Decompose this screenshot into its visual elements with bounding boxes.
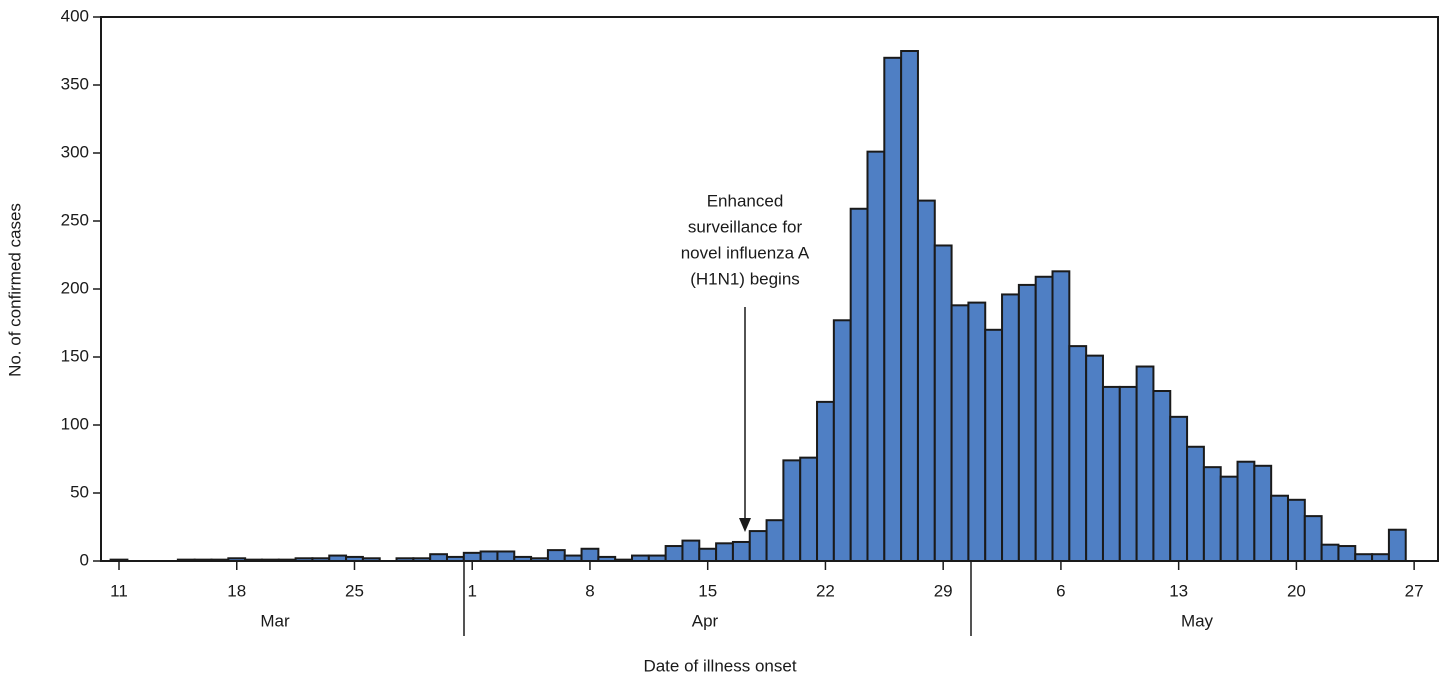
bar [900,50,919,562]
month-label: May [1181,611,1214,630]
y-tick-label: 350 [61,74,89,93]
annotation-arrowhead [739,518,751,532]
x-tick-label: 22 [816,581,835,600]
bar [664,545,684,562]
bar [1135,365,1155,562]
bar [462,551,482,563]
bar [782,459,802,562]
bar [1118,385,1138,563]
bar [580,547,600,563]
bar [1270,494,1289,562]
bar [1001,293,1020,562]
bar [799,456,819,563]
x-axis-title: Date of illness onset [643,656,796,675]
x-tick-label: 6 [1056,581,1065,600]
bar [1286,498,1306,562]
bar [1219,475,1239,562]
bar [1068,345,1088,562]
x-tick-label: 11 [110,581,128,600]
bar [1236,460,1256,562]
bar [1253,464,1273,562]
bar [1202,466,1222,562]
bar [1320,543,1340,562]
x-tick-label: 15 [698,581,717,600]
bar [479,550,499,562]
bar [933,244,953,562]
bar [1034,275,1054,562]
bar [849,207,869,562]
bar [967,301,987,562]
bar [546,549,566,562]
bar [496,550,516,562]
bar [916,199,936,562]
annotation-line: (H1N1) begins [690,269,800,288]
annotation-line: surveillance for [688,217,803,236]
x-tick-label: 27 [1405,581,1424,600]
y-tick-label: 100 [61,414,89,433]
annotation-line: Enhanced [707,191,784,210]
plot-frame [100,16,1439,562]
x-tick-label: 25 [345,581,364,600]
bar [1101,385,1121,563]
bar [681,539,701,562]
bar [816,400,835,562]
x-tick-label: 1 [467,581,476,600]
annotation-line: novel influenza A [681,243,810,262]
bar [1371,553,1390,563]
bar [698,547,718,563]
bar [866,150,886,562]
x-tick-label: 18 [227,581,246,600]
bar [1303,515,1323,562]
y-tick-label: 400 [61,6,89,25]
x-tick-label: 8 [585,581,594,600]
bar [832,319,852,562]
bar [1387,528,1407,562]
x-tick-label: 13 [1169,581,1188,600]
bar [1169,415,1189,562]
bar [731,540,751,563]
bar [748,530,768,563]
y-tick-label: 200 [61,278,89,297]
bar [1017,283,1037,562]
bar [1337,545,1357,562]
bar [1085,354,1104,563]
bar [1186,445,1205,563]
month-label: Apr [692,611,719,630]
y-tick-label: 50 [70,482,89,501]
x-tick-label: 20 [1287,581,1306,600]
bar [715,542,734,563]
y-tick-label: 150 [61,346,89,365]
y-axis-title: No. of confirmed cases [5,203,24,377]
y-tick-label: 0 [80,550,89,569]
bar [1354,553,1374,563]
y-tick-label: 250 [61,210,89,229]
bar [429,553,448,563]
bar [1152,390,1172,562]
bar [984,328,1004,562]
bar [1051,270,1071,562]
bar [950,304,970,562]
bar [883,56,903,563]
month-label: Mar [260,611,290,630]
y-tick-label: 300 [61,142,89,161]
bar [765,519,785,563]
x-tick-label: 29 [934,581,953,600]
